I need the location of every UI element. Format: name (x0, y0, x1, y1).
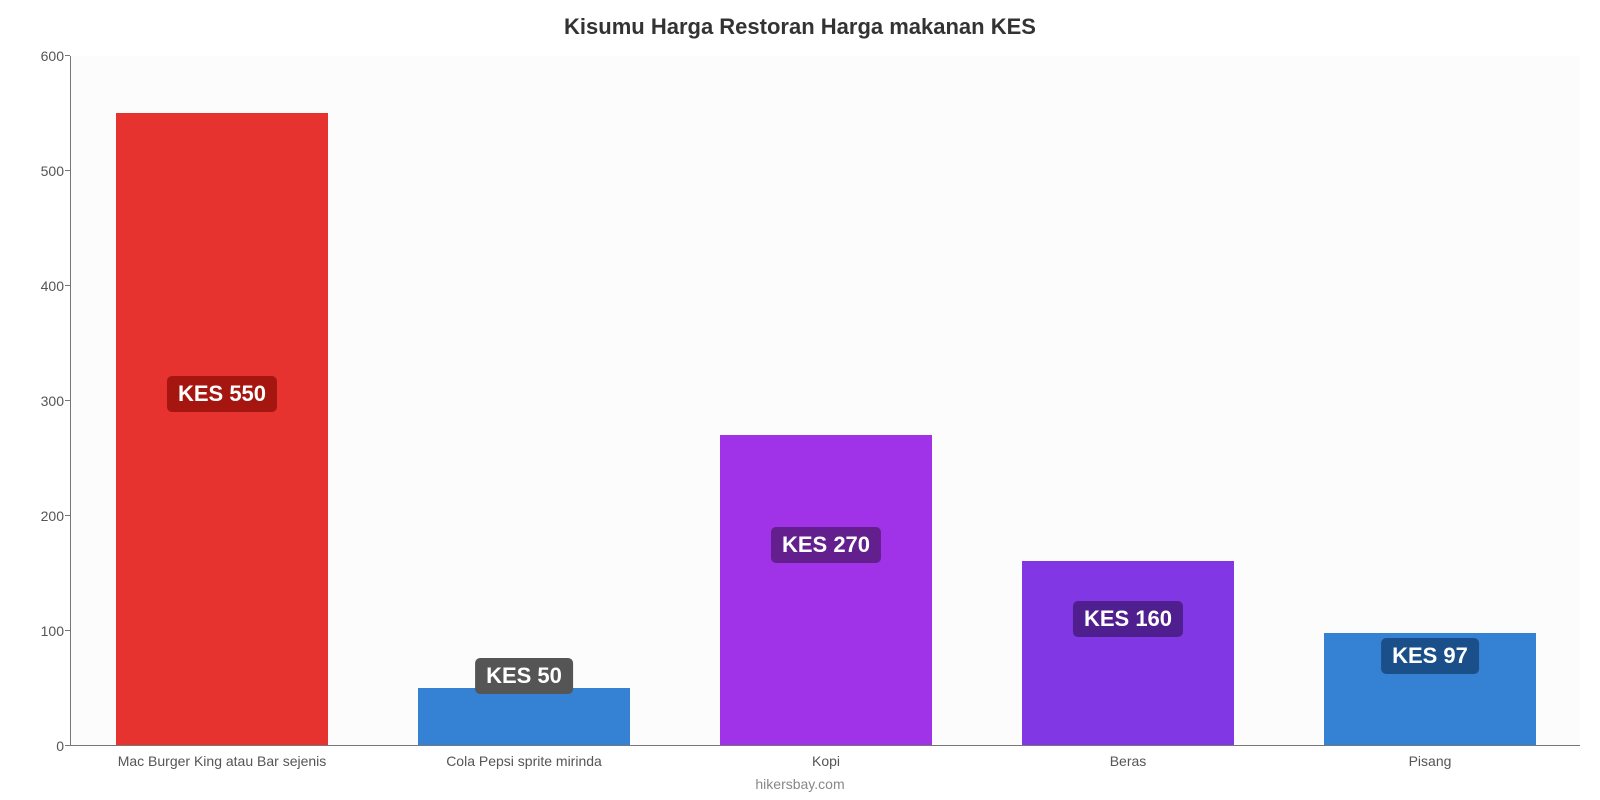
y-tick-label: 100 (20, 623, 64, 639)
y-tick-label: 0 (20, 738, 64, 754)
bar (116, 113, 327, 746)
chart-wrap: KES 550Mac Burger King atau Bar sejenisK… (70, 56, 1580, 746)
bar-value-label: KES 270 (771, 527, 881, 563)
y-tick-label: 200 (20, 508, 64, 524)
x-axis-label: Mac Burger King atau Bar sejenis (118, 753, 327, 769)
bar (720, 435, 931, 746)
y-tick-label: 600 (20, 48, 64, 64)
y-tick-mark (65, 400, 70, 401)
y-tick-mark (65, 515, 70, 516)
y-tick-label: 400 (20, 278, 64, 294)
y-tick-mark (65, 285, 70, 286)
y-tick-label: 300 (20, 393, 64, 409)
x-axis-label: Cola Pepsi sprite mirinda (446, 753, 602, 769)
bar (418, 688, 629, 746)
credit: hikersbay.com (755, 776, 844, 792)
y-tick-mark (65, 55, 70, 56)
bar-value-label: KES 97 (1381, 638, 1479, 674)
x-axis-label: Pisang (1409, 753, 1452, 769)
plot-area: KES 550Mac Burger King atau Bar sejenisK… (70, 56, 1580, 746)
y-tick-mark (65, 170, 70, 171)
y-tick-label: 500 (20, 163, 64, 179)
y-tick-mark (65, 745, 70, 746)
bar-value-label: KES 550 (167, 376, 277, 412)
x-axis-label: Kopi (812, 753, 840, 769)
chart-title: Kisumu Harga Restoran Harga makanan KES (0, 0, 1600, 46)
y-tick-mark (65, 630, 70, 631)
x-axis-label: Beras (1110, 753, 1147, 769)
bar-value-label: KES 160 (1073, 601, 1183, 637)
bar (1022, 561, 1233, 745)
bar-value-label: KES 50 (475, 658, 573, 694)
